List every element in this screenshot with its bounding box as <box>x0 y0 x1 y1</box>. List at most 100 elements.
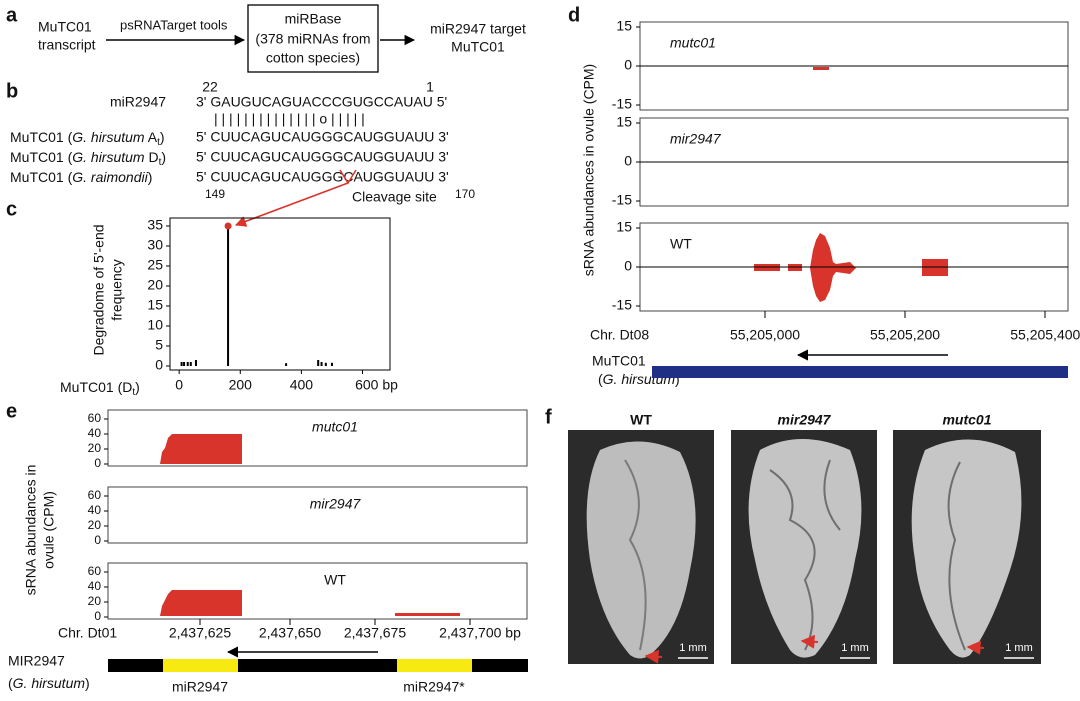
bar <box>227 226 230 366</box>
track-name: mutc01 <box>670 35 716 51</box>
bar <box>285 363 288 366</box>
y-axis-label: frequency <box>109 259 125 320</box>
y-tick-label: 0 <box>155 357 163 373</box>
plot-frame <box>169 217 391 371</box>
y-axis-label: ovule (CPM) <box>41 491 57 569</box>
gene-species-part: ( <box>598 371 603 387</box>
bar <box>194 360 197 366</box>
y-tick-label: 40 <box>88 503 102 517</box>
target-name-part: ) <box>160 129 165 145</box>
pairing: | | | | | | | | | | | | | | o | | | | | <box>214 111 365 127</box>
y-tick-label: 20 <box>88 594 102 608</box>
gene-species-part: G. hirsutum <box>13 675 86 691</box>
y-tick-label: 15 <box>616 114 632 130</box>
gene-name: MIR2947 <box>8 653 65 669</box>
panel-label: f <box>545 406 552 428</box>
gene-species-part: ( <box>8 675 13 691</box>
y-tick-label: 60 <box>88 488 102 502</box>
y-tick-label: 15 <box>616 219 632 235</box>
y-tick-label: 15 <box>147 297 163 313</box>
gene-species-part: ) <box>675 371 680 387</box>
target-species: G. hirsutum <box>72 149 145 165</box>
image-title: WT <box>630 412 652 428</box>
image-title: mir2947 <box>778 412 832 428</box>
target-genome: A <box>145 129 158 145</box>
red-arrow <box>644 649 663 664</box>
x-tick-label: 200 <box>229 377 253 393</box>
ovule <box>748 439 862 658</box>
panel-a: MuTC01 transcript psRNATarget tools miRB… <box>38 4 526 73</box>
target-species: G. hirsutum <box>72 129 145 145</box>
target-seq: 5' CUUCAGUCAUGGGCAUGGUAUU 3' <box>196 129 449 145</box>
track-frame <box>107 409 528 467</box>
target-genome-sub: t <box>157 137 160 148</box>
y-tick-label: 20 <box>88 518 102 532</box>
track-name: WT <box>670 236 692 252</box>
target-name: MuTC01 (G. hirsutum Dt) <box>10 149 166 168</box>
bar <box>330 362 333 366</box>
database-text: cotton species) <box>266 50 360 66</box>
bar <box>320 362 323 366</box>
y-tick-label: 25 <box>147 257 163 273</box>
track-name: mir2947 <box>310 496 362 512</box>
y-tick-label: 0 <box>624 57 632 73</box>
target-genome: D <box>145 149 159 165</box>
y-tick-label: 15 <box>616 18 632 34</box>
target-name-part: MuTC01 ( <box>10 149 73 165</box>
mirna-seq: 3' GAUGUCAGUACCCGUGCCAUAU 5' <box>196 94 447 110</box>
y-tick-label: 5 <box>155 337 163 353</box>
y-tick-label: 40 <box>88 579 102 593</box>
gene-species-part: ) <box>85 675 90 691</box>
panel-b: 22 1 miR2947 3' GAUGUCAGUACCCGUGCCAUAU 5… <box>10 79 475 227</box>
y-axis-label: sRNA abundances in ovule (CPM) <box>581 64 597 276</box>
y-tick-label: 0 <box>624 153 632 169</box>
x-tick-label: 55,205,000 <box>730 327 800 343</box>
range-text: 170 <box>455 187 475 201</box>
x-tick-label: 2,437,625 <box>169 625 231 641</box>
feature-bar <box>397 659 472 672</box>
x-tick-label: 2,437,675 <box>344 625 406 641</box>
image-title: mutc01 <box>942 412 991 428</box>
y-tick-label: 20 <box>147 277 163 293</box>
scale-text: 1 mm <box>841 642 869 654</box>
track-name: WT <box>324 572 346 588</box>
ovule-fold <box>624 459 647 651</box>
x-axis-label-part: ) <box>135 379 140 395</box>
x-axis-label-part: MuTC01 (D <box>60 379 132 395</box>
x-tick-label: 2,437,650 <box>259 625 321 641</box>
y-tick-label: 10 <box>147 317 163 333</box>
signal-e <box>160 434 460 616</box>
feature-label: miR2947* <box>403 679 465 695</box>
y-tick-label: 60 <box>88 564 102 578</box>
scale-text: 1 mm <box>1005 642 1033 654</box>
result-text: MuTC01 <box>451 39 505 55</box>
source-text: MuTC01 <box>38 19 92 35</box>
panel-label: d <box>568 4 580 26</box>
y-tick-label: 40 <box>88 426 102 440</box>
x-tick-label: 55,205,200 <box>870 327 940 343</box>
y-axis-label: Degradome of 5'-end <box>91 224 107 355</box>
target-name-part: MuTC01 ( <box>10 129 73 145</box>
signal <box>395 613 460 616</box>
ovule-fold <box>947 461 966 651</box>
y-tick-label: 0 <box>94 456 101 470</box>
target-name-part: ) <box>148 169 153 185</box>
track-frame <box>107 486 528 544</box>
cleavage-text: Cleavage site <box>352 189 437 205</box>
y-tick-label: -15 <box>612 192 632 208</box>
track-name: mir2947 <box>670 131 722 147</box>
result-text: miR2947 target <box>430 21 526 37</box>
ovule-fold <box>769 459 841 651</box>
gene-bar <box>652 366 1068 378</box>
bar <box>189 362 192 366</box>
position-text: 22 <box>202 79 218 95</box>
y-tick-label: 20 <box>88 441 102 455</box>
target-name-part: ) <box>161 149 166 165</box>
signal <box>160 590 242 616</box>
x-tick-label: 400 <box>290 377 314 393</box>
x-tick-label: 600 bp <box>355 377 398 393</box>
panel-label: a <box>6 4 18 26</box>
target-species: G. raimondii <box>72 169 148 185</box>
gene-species: (G. hirsutum) <box>8 675 90 691</box>
